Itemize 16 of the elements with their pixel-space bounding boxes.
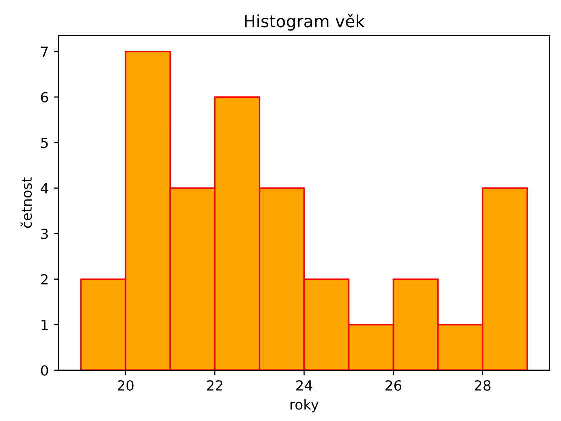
y-tick-label: 5 [41,138,48,148]
chart-title: Histogram věk [245,14,366,31]
y-tick-label: 4 [41,183,48,194]
y-tick-label: 3 [41,228,48,240]
x-axis-title: roky [290,399,319,413]
x-tick-label: 24 [296,380,312,391]
x-tick-label: 28 [475,380,491,391]
x-tick-label: 20 [118,380,134,391]
y-tick-label: 1 [42,320,48,330]
y-tick-label: 6 [41,92,48,103]
x-tick-label: 22 [207,380,223,391]
y-tick-label: 0 [41,365,48,376]
y-tick-label: 2 [41,274,48,285]
y-tick-label: 7 [41,46,48,57]
x-tick-label: 26 [386,380,402,391]
y-axis-title: četnost [20,178,32,228]
